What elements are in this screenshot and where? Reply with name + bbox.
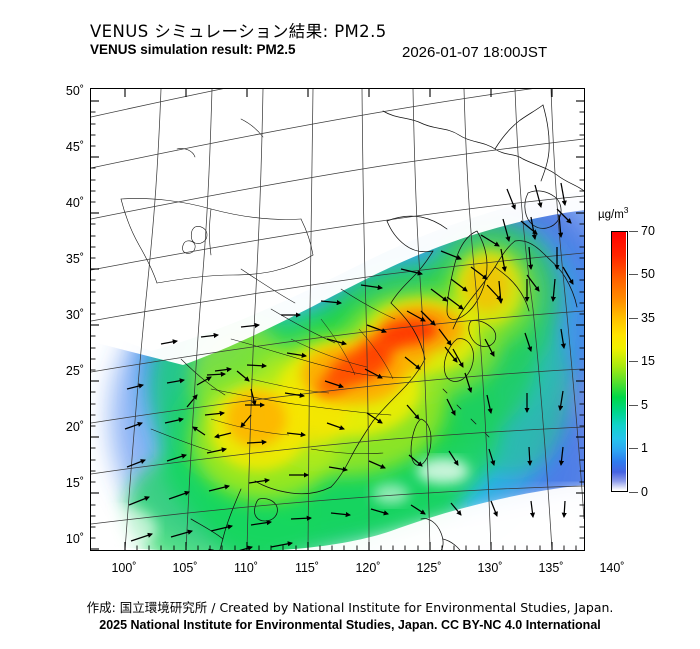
colorbar-units-exponent: 3 [623,205,629,215]
graticule [91,89,584,550]
colorbar-tick [629,274,638,275]
x-tick-label: 110˚ [233,561,259,575]
colorbar-units-text: µg/m [598,208,624,221]
page-title-english: VENUS simulation result: PM2.5 [90,42,296,57]
y-tick-label: 50˚ [65,84,84,98]
colorbar-tick [629,448,638,449]
y-tick-label: 40˚ [65,196,84,210]
map-canvas [91,89,584,550]
y-tick-label: 45˚ [65,140,84,154]
x-tick-label: 105˚ [172,561,198,575]
wind-vectors [124,182,574,550]
attribution-line: 作成: 国立環境研究所 / Created by National Instit… [86,600,614,615]
inland-borders [210,318,394,436]
colorbar-tick [629,231,638,232]
x-tick-label: 140˚ [599,561,625,575]
colorbar-tick-label: 5 [641,398,648,412]
x-tick-label: 120˚ [355,561,381,575]
colorbar-tick [629,361,638,362]
x-tick-label: 115˚ [294,561,320,575]
colorbar-tick-label: 35 [641,311,655,325]
colorbar-tick-label: 0 [641,485,648,499]
x-tick-label: 100˚ [111,561,137,575]
x-tick-label: 125˚ [416,561,442,575]
colorbar-tick [629,405,638,406]
timestamp-label: 2026-01-07 18:00JST [402,44,548,61]
y-tick-label: 10˚ [65,532,84,546]
colorbar-tick-label: 70 [641,224,655,238]
x-tick-label: 135˚ [538,561,564,575]
colorbar-svg [612,232,627,491]
y-tick-label: 35˚ [65,252,84,266]
coastlines [120,104,584,550]
colorbar-units-label: µg/m3 [598,205,629,221]
colorbar-tick-label: 50 [641,267,655,281]
y-tick-label: 20˚ [65,420,84,434]
colorbar-tick [629,492,638,493]
pm25-concentration-field [91,89,584,550]
y-tick-label: 15˚ [65,476,84,490]
y-tick-label: 30˚ [65,308,84,322]
license-line: 2025 National Institute for Environmenta… [99,618,601,632]
colorbar-tick-label: 1 [641,441,648,455]
colorbar-tick-label: 15 [641,354,655,368]
y-tick-label: 25˚ [65,364,84,378]
x-tick-label: 130˚ [477,561,503,575]
axis-ticks [91,89,584,550]
colorbar-gradient [611,231,628,492]
page-title-japanese: VENUS シミュレーション結果: PM2.5 [90,22,387,41]
colorbar-tick [629,318,638,319]
map-plot-area [90,88,585,551]
